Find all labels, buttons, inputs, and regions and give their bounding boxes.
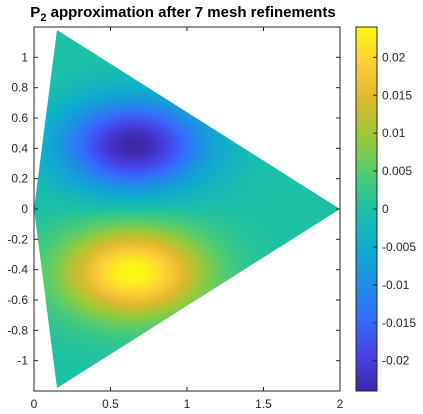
y-tick-label: -1	[17, 354, 28, 368]
colorbar-tick-label: -0.01	[382, 278, 410, 292]
y-tick-label: -0.8	[7, 323, 28, 337]
x-tick-label: 2	[337, 397, 344, 411]
x-tick-label: 1.5	[255, 397, 272, 411]
colorbar-tick-label: 0.01	[382, 126, 406, 140]
x-tick-label: 1	[184, 397, 191, 411]
colorbar-tick-label: 0.005	[382, 164, 412, 178]
solution-field	[34, 30, 340, 388]
x-axis: 0 0.5 1 1.5 2	[31, 27, 344, 411]
y-axis: 1 0.8 0.6 0.4 0.2 0 -0.2 -0.4 -0.6 -0.8 -1	[7, 50, 340, 368]
y-tick-label: 0	[21, 202, 28, 216]
plot-area: 0 0.5 1 1.5 2 1 0.8 0.6 0.4 0.2 0 -0.2 -0.4 -0.6 -0.8…	[7, 26, 344, 411]
colorbar-tick-label: 0.02	[382, 50, 406, 64]
y-tick-label: 1	[21, 50, 28, 64]
y-tick-label: -0.2	[7, 232, 28, 246]
colorbar: 0.02 0.015 0.01 0.005 0 -0.005 -0.01 -0.015 -0.0…	[355, 26, 416, 392]
y-tick-label: 0.2	[11, 172, 28, 186]
colorbar-tick-label: 0.015	[382, 88, 412, 102]
chart-title: P2 approximation after 7 mesh refinement…	[30, 4, 335, 24]
y-tick-label: -0.4	[7, 263, 28, 277]
colorbar-tick-label: -0.005	[382, 240, 416, 254]
x-tick-label: 0	[31, 397, 38, 411]
colorbar-tick-label: -0.02	[382, 354, 410, 368]
y-tick-label: 0.4	[11, 141, 28, 155]
y-tick-label: -0.6	[7, 293, 28, 307]
y-tick-label: 0.6	[11, 111, 28, 125]
colorbar-ticks: 0.02 0.015 0.01 0.005 0 -0.005 -0.01 -0.015 -0.0…	[373, 50, 416, 368]
colorbar-tick-label: -0.015	[382, 316, 416, 330]
colorbar-tick-label: 0	[382, 202, 389, 216]
x-tick-label: 0.5	[102, 397, 119, 411]
y-tick-label: 0.8	[11, 81, 28, 95]
colorbar-gradient	[356, 27, 377, 391]
